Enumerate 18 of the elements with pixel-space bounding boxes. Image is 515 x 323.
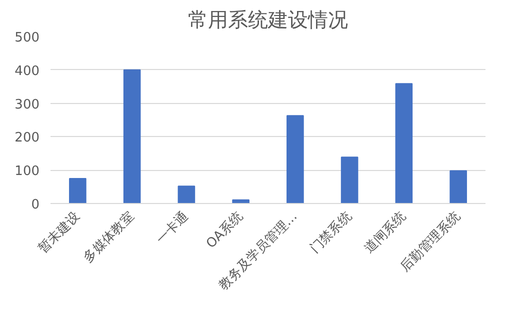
x-tick-label: 门禁系统 [306, 208, 355, 257]
bar [450, 170, 467, 204]
chart-title: 常用系统建设情况 [188, 8, 348, 32]
bar [395, 83, 413, 204]
bar [69, 178, 86, 204]
y-tick-label: 500 [14, 30, 40, 46]
x-tick-label: 道闸系统 [362, 209, 410, 257]
y-tick-label: 400 [14, 64, 40, 79]
bar [340, 156, 358, 204]
bar [123, 69, 141, 204]
x-tick-label: 多媒体教室 [80, 208, 138, 266]
y-tick-label: 200 [14, 130, 40, 146]
x-tick-label: OA系统 [204, 209, 246, 252]
x-tick-label: 一卡通 [154, 209, 192, 248]
bar [286, 115, 304, 204]
bar [178, 186, 196, 204]
y-tick-label: 300 [14, 97, 40, 112]
y-tick-label: 100 [14, 164, 40, 180]
